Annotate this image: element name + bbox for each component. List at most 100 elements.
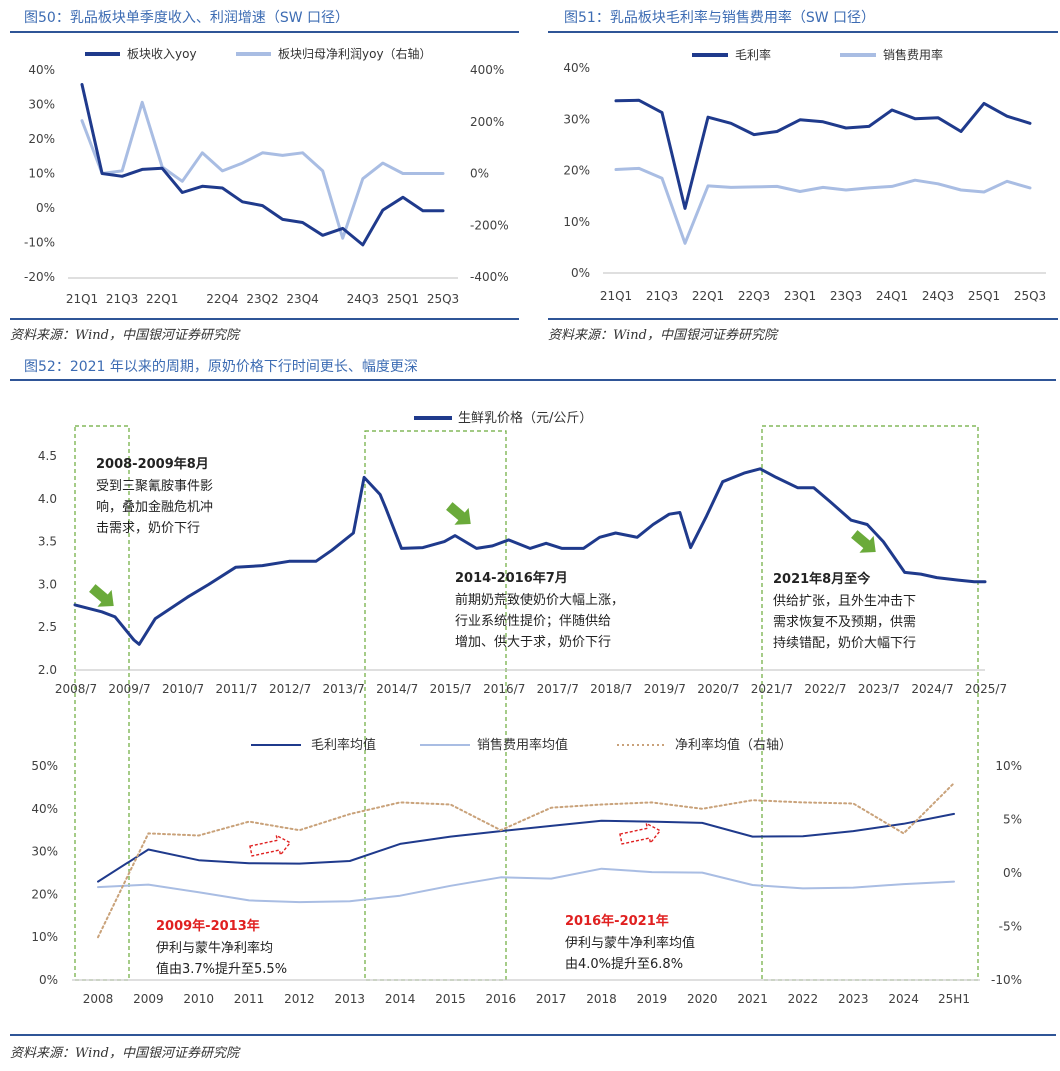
fig51-ytick: 0%	[571, 266, 590, 280]
fig50-ytick-left: -20%	[24, 270, 55, 284]
fig50-source: 资料来源：Wind，中国银河证券研究院	[10, 328, 239, 343]
fig52-bottom-xtick: 2020	[687, 992, 718, 1006]
fig51-chart: 40% 30% 20% 10% 0% 21Q1 21Q3 22Q1 22Q3 23Q1 23Q3 24…	[563, 47, 1046, 303]
fig52-bottom-legend-sales: 销售费用率均值	[477, 737, 568, 753]
fig51-xtick: 23Q1	[784, 289, 816, 303]
fig52-top-ytick: 4.5	[38, 449, 57, 463]
fig52-top-xtick: 2016/7	[483, 682, 525, 696]
fig51-series-gross-margin-line	[614, 98, 1032, 210]
highlight-period-box-1	[74, 425, 130, 981]
fig52-bottom-ytick-right: -5%	[999, 920, 1022, 934]
annotation-2014-title: 2014-2016年7月	[455, 570, 568, 586]
fig52-bottom-ytick-left: 10%	[31, 930, 58, 944]
fig52-top-xtick: 2023/7	[858, 682, 900, 696]
fig52-chart: 4.5 4.0 3.5 3.0 2.5 2.0 2008/7 2009/7 2010/7 2011…	[31, 410, 1022, 1006]
right-arrow-icon-shape	[619, 822, 662, 845]
fig52-bottom-xtick: 2011	[234, 992, 265, 1006]
fig52-bottom-ytick-left: 40%	[31, 802, 58, 816]
down-arrow-icon-shape	[851, 530, 876, 553]
annotation-2021-title: 2021年8月至今	[773, 571, 871, 587]
fig51-ytick: 10%	[563, 215, 590, 229]
fig50-ytick-left: -10%	[24, 236, 55, 250]
down-arrow-icon	[89, 584, 114, 607]
fig50-xtick: 25Q3	[427, 292, 459, 306]
annotation-2008-line: 击需求，奶价下行	[96, 521, 200, 536]
right-arrow-icon	[249, 834, 292, 857]
fig52-top-xtick: 2019/7	[644, 682, 686, 696]
fig52-top-xtick: 2009/7	[108, 682, 150, 696]
fig52-top-xtick: 2015/7	[430, 682, 472, 696]
fig52-bottom-xtick: 2013	[334, 992, 365, 1006]
fig52-top-xtick: 2017/7	[537, 682, 579, 696]
fig52-top-xtick: 2008/7	[55, 682, 97, 696]
fig50-chart: 40% 30% 20% 10% 0% -10% -20% 400% 200% 0% -200% -40…	[24, 46, 509, 306]
fig52-top-ytick: 3.0	[38, 577, 57, 591]
annotation-2016-line: 由4.0%提升至6.8%	[565, 956, 683, 972]
fig52-top-xtick: 2020/7	[697, 682, 739, 696]
fig51-xtick: 22Q3	[738, 289, 770, 303]
down-arrow-icon	[851, 530, 876, 553]
fig52-bottom-ytick-right: 5%	[1003, 813, 1022, 827]
fig51-xtick: 24Q1	[876, 289, 908, 303]
fig52-bottom-xtick: 25H1	[938, 992, 970, 1006]
fig50-series-profit-line	[80, 100, 445, 240]
fig51-xtick: 25Q1	[968, 289, 1000, 303]
fig51-series-sales-expense-line	[614, 166, 1032, 245]
fig52-bottom-xtick: 2014	[385, 992, 416, 1006]
fig52-title-rule	[10, 379, 1056, 381]
fig50-ytick-left: 40%	[28, 63, 55, 77]
fig50-ytick-right: -200%	[470, 218, 509, 232]
annotation-2009-title: 2009年-2013年	[156, 918, 260, 934]
fig51-xtick: 21Q1	[600, 289, 632, 303]
annotation-2008-line: 响，叠加金融危机冲	[96, 499, 213, 515]
down-arrow-icon-shape	[446, 502, 471, 525]
annotation-2009-line: 值由3.7%提升至5.5%	[156, 961, 287, 977]
fig51-xtick: 25Q3	[1014, 289, 1046, 303]
fig50-ytick-right: 400%	[470, 63, 504, 77]
annotation-2016-line: 伊利与蒙牛净利率均值	[565, 935, 695, 951]
annotation-2008-line: 受到三聚氰胺事件影	[96, 478, 213, 494]
fig50-ytick-right: -400%	[470, 270, 509, 284]
fig52-bottom-xtick: 2015	[435, 992, 466, 1006]
fig51-xtick: 22Q1	[692, 289, 724, 303]
fig52-net-margin-avg-line	[97, 782, 955, 939]
fig52-top-ytick: 2.5	[38, 620, 57, 634]
fig50-ytick-right: 200%	[470, 115, 504, 129]
fig51-xtick: 21Q3	[646, 289, 678, 303]
fig52-bottom-xtick: 2009	[133, 992, 164, 1006]
fig52-bottom-ytick-right: -10%	[991, 973, 1022, 987]
fig52-top-ytick: 3.5	[38, 535, 57, 549]
highlight-period-box-3	[761, 425, 979, 981]
fig52-bottom-ytick-right: 0%	[1003, 866, 1022, 880]
fig51-legend-gross: 毛利率	[735, 47, 771, 62]
fig51-xtick: 23Q3	[830, 289, 862, 303]
highlight-period-box-2	[364, 430, 507, 981]
fig51-source: 资料来源：Wind，中国银河证券研究院	[548, 328, 777, 343]
fig50-xtick: 24Q3	[347, 292, 379, 306]
annotation-2021-line: 供给扩张，且外生冲击下	[773, 594, 916, 609]
fig52-bottom-xtick: 2017	[536, 992, 567, 1006]
fig52-top-xtick: 2010/7	[162, 682, 204, 696]
fig50-legend-profit: 板块归母净利润yoy（右轴）	[278, 46, 432, 61]
fig52-top-xtick: 2013/7	[323, 682, 365, 696]
fig52-bottom-xtick: 2018	[586, 992, 617, 1006]
down-arrow-icon-shape	[89, 584, 114, 607]
down-arrow-icon	[446, 502, 471, 525]
fig50-ytick-right: 0%	[470, 167, 489, 181]
fig52-top-xtick: 2014/7	[376, 682, 418, 696]
fig52-bottom-xtick: 2008	[83, 992, 114, 1006]
fig51-title: 图51：乳品板块毛利率与销售费用率（SW 口径）	[564, 10, 875, 26]
annotation-2008-title: 2008-2009年8月	[96, 456, 209, 472]
fig52-bottom-ytick-left: 20%	[31, 887, 58, 901]
fig52-bottom-xtick: 2019	[637, 992, 668, 1006]
annotation-2014-line: 行业系统性提价；伴随供给	[455, 613, 611, 629]
fig52-gross-margin-avg-line	[97, 812, 955, 883]
fig50-xtick: 21Q3	[106, 292, 138, 306]
fig51-ytick: 40%	[563, 61, 590, 75]
fig52-bottom-ytick-left: 50%	[31, 759, 58, 773]
fig52-bottom-legend-gross: 毛利率均值	[311, 737, 376, 753]
fig52-top-xtick: 2022/7	[804, 682, 846, 696]
fig52-top-ytick: 2.0	[38, 663, 57, 677]
fig52-bottom-xtick: 2022	[788, 992, 819, 1006]
fig52-bottom-ytick-left: 0%	[39, 973, 58, 987]
